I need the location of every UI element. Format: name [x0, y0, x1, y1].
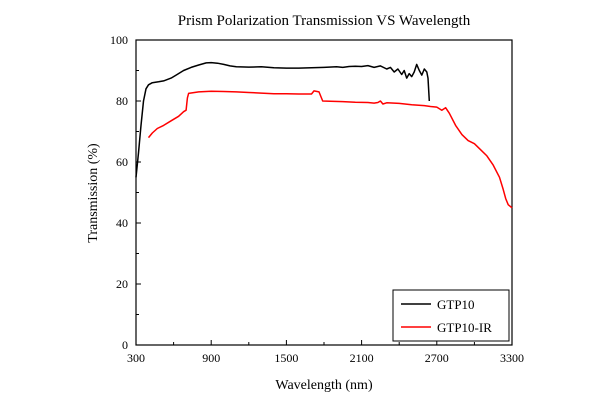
series-line-gtp10 — [135, 61, 431, 178]
x-tick-label: 2100 — [350, 351, 374, 365]
x-tick-label: 2700 — [425, 351, 449, 365]
x-tick-label: 300 — [127, 351, 145, 365]
x-axis-label: Wavelength (nm) — [275, 378, 373, 393]
x-tick-label: 900 — [202, 351, 220, 365]
x-tick-label: 1500 — [274, 351, 298, 365]
axes: 300 900 1500 2100 2700 3300 0 20 40 60 80 100 — [110, 33, 524, 365]
y-tick-label: 60 — [116, 155, 128, 169]
legend: GTP10 GTP10-IR — [392, 289, 510, 342]
y-tick-label: 0 — [122, 338, 128, 352]
y-axis-label: Transmission (%) — [86, 143, 101, 243]
y-tick-label: 20 — [116, 277, 128, 291]
legend-box — [392, 289, 510, 342]
legend-label: GTP10-IR — [437, 320, 492, 335]
legend-label: GTP10 — [437, 297, 475, 312]
chart-title: Prism Polarization Transmission VS Wavel… — [178, 13, 471, 29]
x-tick-label: 3300 — [500, 351, 524, 365]
series-lines — [135, 61, 513, 209]
y-tick-label: 40 — [116, 216, 128, 230]
series-line-gtp10-ir — [147, 90, 513, 209]
y-tick-label: 100 — [110, 33, 128, 47]
y-tick-label: 80 — [116, 94, 128, 108]
